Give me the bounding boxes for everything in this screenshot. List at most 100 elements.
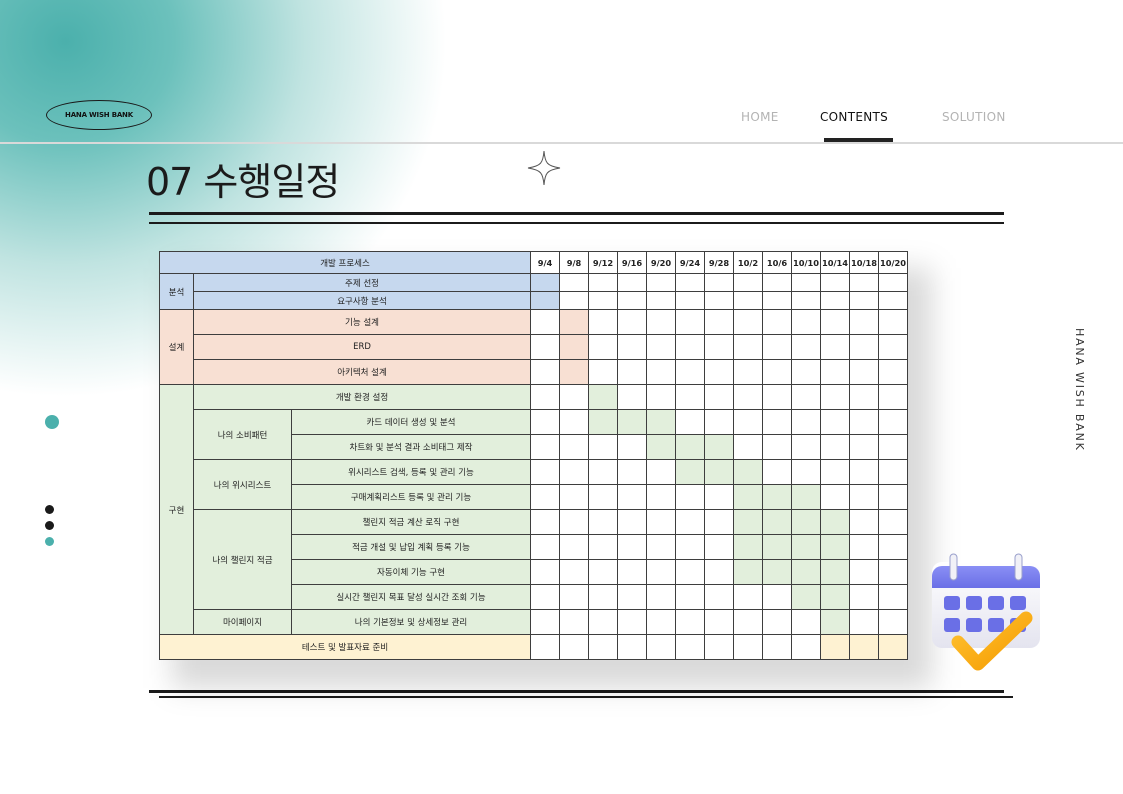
schedule-cell (791, 273, 821, 292)
schedule-cell (762, 409, 792, 435)
schedule-cell (733, 384, 763, 410)
schedule-cell (878, 634, 908, 660)
schedule-cell (791, 634, 821, 660)
schedule-cell (820, 291, 850, 310)
schedule-cell (646, 534, 676, 560)
schedule-cell (675, 384, 705, 410)
schedule-cell (733, 484, 763, 510)
schedule-cell (675, 273, 705, 292)
schedule-cell (878, 409, 908, 435)
schedule-cell (820, 609, 850, 635)
indicator-dot[interactable] (45, 505, 54, 514)
schedule-cell (820, 459, 850, 485)
schedule-cell (733, 634, 763, 660)
schedule-cell (820, 434, 850, 460)
schedule-cell (559, 434, 589, 460)
schedule-cell (849, 409, 879, 435)
schedule-cell (762, 273, 792, 292)
schedule-cell (559, 534, 589, 560)
schedule-cell (530, 309, 560, 335)
brand-logo-text: HANA WISH BANK (65, 111, 133, 119)
schedule-cell (588, 273, 618, 292)
schedule-cell (878, 334, 908, 360)
schedule-date-header: 9/12 (588, 251, 618, 274)
schedule-cell (646, 484, 676, 510)
schedule-date-header: 10/10 (791, 251, 821, 274)
schedule-cell (617, 409, 647, 435)
schedule-cell (849, 559, 879, 585)
schedule-cell (820, 273, 850, 292)
schedule-date-header: 9/24 (675, 251, 705, 274)
schedule-cell (878, 584, 908, 610)
schedule-date-header: 9/16 (617, 251, 647, 274)
schedule-cell (704, 484, 734, 510)
schedule-cell (646, 309, 676, 335)
schedule-cell (588, 584, 618, 610)
schedule-cell (791, 359, 821, 385)
task-label: 개발 환경 설정 (193, 384, 531, 410)
nav-contents[interactable]: CONTENTS (820, 110, 889, 124)
schedule-cell (820, 334, 850, 360)
schedule-cell (559, 409, 589, 435)
schedule-cell (559, 309, 589, 335)
nav-solution[interactable]: SOLUTION (942, 110, 1006, 124)
indicator-dot-teal[interactable] (45, 537, 54, 546)
schedule-cell (704, 334, 734, 360)
schedule-cell (530, 459, 560, 485)
schedule-cell (588, 384, 618, 410)
schedule-cell (675, 291, 705, 310)
schedule-cell (878, 459, 908, 485)
schedule-cell (588, 634, 618, 660)
indicator-dot-teal[interactable] (45, 415, 59, 429)
schedule-cell (704, 434, 734, 460)
schedule-cell (588, 484, 618, 510)
schedule-cell (588, 559, 618, 585)
schedule-cell (878, 309, 908, 335)
task-label: ERD (193, 334, 531, 360)
schedule-cell (646, 273, 676, 292)
schedule-cell (617, 434, 647, 460)
schedule-cell (849, 334, 879, 360)
schedule-cell (791, 559, 821, 585)
schedule-cell (791, 334, 821, 360)
schedule-cell (762, 384, 792, 410)
task-label: 기능 설계 (193, 309, 531, 335)
schedule-cell (820, 509, 850, 535)
schedule-cell (878, 273, 908, 292)
schedule-cell (704, 559, 734, 585)
title-rule-top (149, 212, 1004, 215)
schedule-cell (704, 291, 734, 310)
schedule-cell (849, 309, 879, 335)
feature-group-label: 나의 위시리스트 (193, 459, 292, 510)
task-label: 테스트 및 발표자료 준비 (159, 634, 531, 660)
schedule-cell (559, 609, 589, 635)
indicator-dot[interactable] (45, 521, 54, 530)
schedule-cell (733, 459, 763, 485)
schedule-cell (617, 334, 647, 360)
sparkle-icon (527, 150, 561, 186)
brand-logo[interactable]: HANA WISH BANK (46, 100, 152, 130)
schedule-cell (675, 484, 705, 510)
task-label: 주제 선정 (193, 273, 531, 292)
schedule-cell (762, 509, 792, 535)
schedule-cell (878, 384, 908, 410)
schedule-cell (617, 559, 647, 585)
schedule-cell (530, 409, 560, 435)
schedule-cell (820, 309, 850, 335)
schedule-cell (617, 584, 647, 610)
schedule-cell (849, 359, 879, 385)
nav-home[interactable]: HOME (741, 110, 779, 124)
schedule-cell (762, 584, 792, 610)
schedule-cell (530, 634, 560, 660)
schedule-cell (675, 584, 705, 610)
nav-divider (0, 142, 1123, 144)
schedule-cell (530, 484, 560, 510)
schedule-header-label: 개발 프로세스 (159, 251, 531, 274)
task-label: 차트화 및 분석 결과 소비태그 제작 (291, 434, 531, 460)
schedule-cell (849, 484, 879, 510)
schedule-cell (849, 384, 879, 410)
schedule-cell (791, 609, 821, 635)
schedule-cell (849, 291, 879, 310)
task-label: 위시리스트 검색, 등록 및 관리 기능 (291, 459, 531, 485)
schedule-cell (646, 584, 676, 610)
